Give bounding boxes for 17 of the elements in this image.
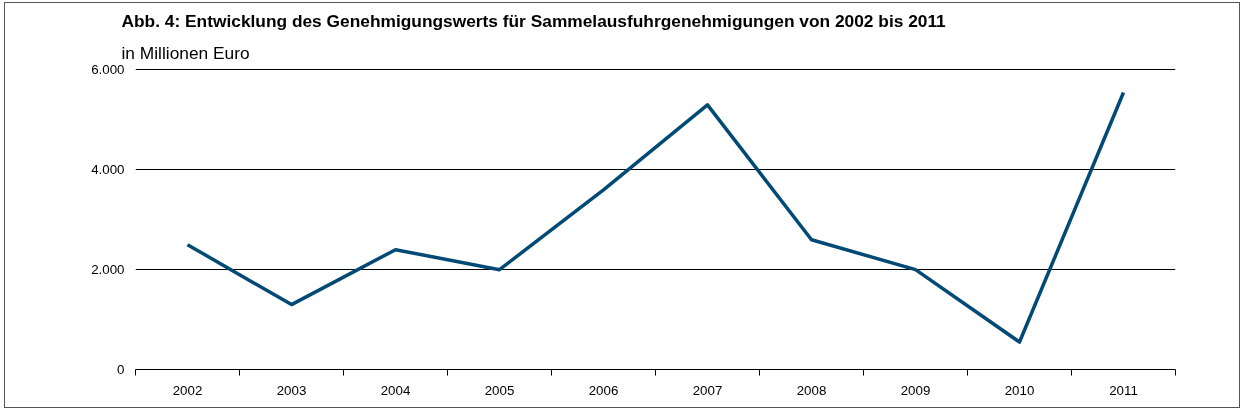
x-tick-label: 2006 [588,382,619,398]
x-tick-label: 2009 [900,382,931,398]
y-tick-label: 2.000 [91,262,125,278]
x-tick-label: 2011 [1109,382,1138,398]
x-tick-label: 2003 [276,382,307,398]
x-tick-label: 2008 [796,382,827,398]
x-tick-label: 2010 [1004,382,1035,398]
y-tick-label: 0 [117,362,125,377]
x-tick-label: 2007 [692,382,723,398]
x-tick-label: 2004 [380,382,411,398]
line-series [185,90,1126,344]
x-tick-label: 2005 [484,382,515,398]
chart-subtitle: in Millionen Euro [121,42,250,63]
y-tick-label: 6.000 [91,62,125,78]
y-tick-label: 4.000 [91,162,125,178]
x-tick-label: 2002 [172,382,203,398]
chart-title: Abb. 4: Entwicklung des Genehmigungswerts für Sammelausfuhrgenehmigungen von 2002 bis 2011 [121,10,947,31]
